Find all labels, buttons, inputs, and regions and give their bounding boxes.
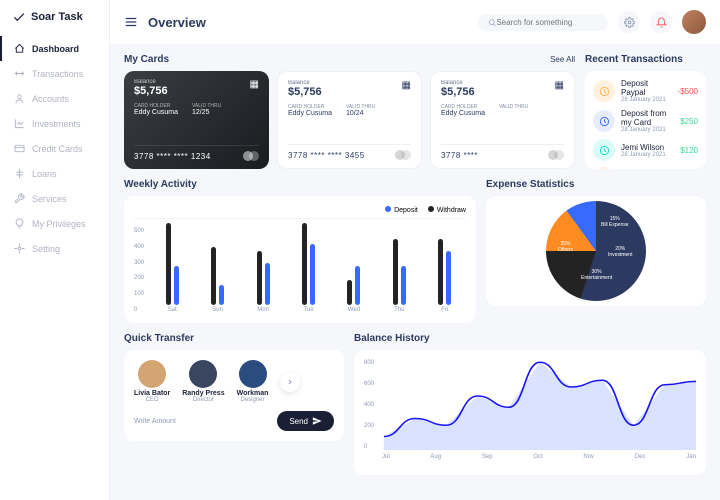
nav-services[interactable]: Services xyxy=(0,186,109,211)
person-avatar xyxy=(138,360,166,388)
deposit-bar xyxy=(219,285,224,305)
bulb-icon xyxy=(14,218,25,229)
withdraw-bar xyxy=(393,239,398,305)
send-icon xyxy=(312,416,322,426)
transaction-icon xyxy=(593,80,615,102)
transaction-row[interactable]: Deposit from my Card28 January 2021$250 xyxy=(593,109,698,133)
recent-trans-title: Recent Transactions xyxy=(585,54,683,65)
credit-card[interactable]: ▦Balance$5,756CARD HOLDEREddy CusumaVALI… xyxy=(277,71,422,169)
person-avatar xyxy=(189,360,217,388)
balance-title: Balance History xyxy=(354,333,430,344)
settings-icon[interactable] xyxy=(618,11,640,33)
activity-title: Weekly Activity xyxy=(124,179,197,190)
bar-group: Fri xyxy=(424,220,466,313)
credit-card[interactable]: ▦Balance$5,756CARD HOLDEREddy CusumaVALI… xyxy=(124,71,269,169)
transaction-row[interactable]: Deposit Paypal xyxy=(593,167,698,169)
transaction-icon xyxy=(593,167,615,169)
expense-title: Expense Statistics xyxy=(486,179,574,190)
nav-accounts[interactable]: Accounts xyxy=(0,86,109,111)
withdraw-bar xyxy=(257,251,262,305)
chart-icon xyxy=(14,118,25,129)
avatar[interactable] xyxy=(682,10,706,34)
next-arrow[interactable] xyxy=(280,372,300,392)
nav-transactions[interactable]: Transactions xyxy=(0,61,109,86)
menu-icon[interactable] xyxy=(124,15,138,29)
card-brand-icon xyxy=(395,150,411,160)
transfer-person[interactable]: Livia BatorCEO xyxy=(134,360,170,403)
sidebar: Soar Task DashboardTransactionsAccountsI… xyxy=(0,0,110,500)
card-brand-icon xyxy=(243,151,259,161)
withdraw-bar xyxy=(347,280,352,306)
transaction-row[interactable]: Deposit Paypal28 January 2021-$500 xyxy=(593,79,698,103)
pie-label: 35%Others xyxy=(558,241,573,253)
bar-group: Mon xyxy=(242,220,284,313)
card-icon xyxy=(14,143,25,154)
balance-chart xyxy=(364,360,696,450)
page-title: Overview xyxy=(148,15,206,30)
bar-group: Wed xyxy=(333,220,375,313)
transaction-icon xyxy=(593,139,615,161)
nav-loans[interactable]: Loans xyxy=(0,161,109,186)
nav-my-privileges[interactable]: My Privileges xyxy=(0,211,109,236)
transaction-row[interactable]: Jemi Wilson28 January 2021$120 xyxy=(593,139,698,161)
notification-icon[interactable] xyxy=(650,11,672,33)
search-input[interactable] xyxy=(496,18,598,27)
card-brand-icon xyxy=(548,150,564,160)
withdraw-bar xyxy=(438,239,443,305)
logo: Soar Task xyxy=(0,10,109,36)
deposit-bar xyxy=(401,266,406,305)
transfer-person[interactable]: Randy PressDirector xyxy=(182,360,224,403)
transfer-icon xyxy=(14,68,25,79)
search-box[interactable] xyxy=(478,14,608,31)
bar-group: Sat xyxy=(151,220,193,313)
deposit-bar xyxy=(446,251,451,305)
deposit-bar xyxy=(265,263,270,306)
nav-dashboard[interactable]: Dashboard xyxy=(0,36,109,61)
write-amount-label: Write Amount xyxy=(134,418,176,425)
deposit-bar xyxy=(174,266,179,305)
pie-label: 20%Investment xyxy=(608,246,632,258)
user-icon xyxy=(14,93,25,104)
withdraw-bar xyxy=(302,223,307,305)
tools-icon xyxy=(14,193,25,204)
nav-setting[interactable]: Setting xyxy=(0,236,109,261)
withdraw-bar xyxy=(166,223,171,305)
bar-group: Tue xyxy=(287,220,329,313)
brand-text: Soar Task xyxy=(31,11,83,23)
person-avatar xyxy=(239,360,267,388)
loan-icon xyxy=(14,168,25,179)
pie-label: 30%Entertainment xyxy=(581,269,612,281)
header: Overview xyxy=(110,0,720,44)
transfer-person[interactable]: WorkmanDesigner xyxy=(237,360,269,403)
see-all-link[interactable]: See All xyxy=(550,55,575,64)
withdraw-bar xyxy=(211,247,216,305)
home-icon xyxy=(14,43,25,54)
search-icon xyxy=(488,18,496,27)
deposit-bar xyxy=(355,266,360,305)
transfer-title: Quick Transfer xyxy=(124,333,194,344)
deposit-bar xyxy=(310,244,315,305)
my-cards-title: My Cards xyxy=(124,54,169,65)
gear-icon xyxy=(14,243,25,254)
pie-label: 15%Bill Expense xyxy=(601,216,629,228)
chevron-right-icon xyxy=(286,378,294,386)
bar-group: Sun xyxy=(196,220,238,313)
nav-investments[interactable]: Investments xyxy=(0,111,109,136)
credit-card[interactable]: ▦Balance$5,756CARD HOLDEREddy CusumaVALI… xyxy=(430,71,575,169)
send-button[interactable]: Send xyxy=(277,411,334,431)
transaction-icon xyxy=(593,110,615,132)
nav-credit-cards[interactable]: Credit Cards xyxy=(0,136,109,161)
bar-group: Thu xyxy=(378,220,420,313)
